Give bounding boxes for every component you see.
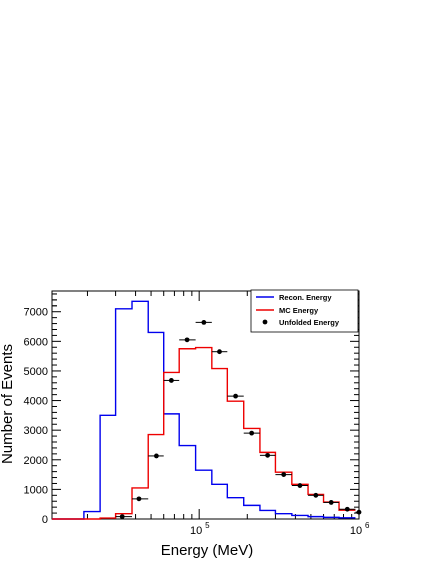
unfolded-point — [281, 472, 287, 477]
legend-swatch-marker — [262, 319, 268, 325]
unfolded-points — [115, 319, 362, 520]
y-axis-ticks: 0 1000 2000 3000 4000 5000 6000 7000 — [24, 293, 359, 526]
unfolded-point — [168, 378, 174, 383]
series-line-mc-energy — [52, 346, 356, 520]
unfolded-point — [356, 509, 362, 515]
unfolded-point — [184, 337, 190, 343]
y-tick-label: 0 — [42, 514, 48, 526]
y-tick-label: 6000 — [24, 336, 48, 348]
unfolded-point — [119, 514, 125, 520]
unfolded-point — [313, 492, 319, 498]
legend-label: MC Energy — [279, 306, 319, 315]
legend-label: Recon. Energy — [279, 293, 332, 302]
x-tick-label-exponent: 5 — [205, 521, 210, 530]
series-line-recon-energy — [52, 300, 356, 520]
x-tick-label: 10 — [350, 525, 362, 537]
unfolded-point — [154, 453, 159, 459]
x-tick-label-exponent: 6 — [365, 521, 370, 530]
y-tick-label: 7000 — [24, 307, 48, 319]
series-layer — [52, 300, 356, 520]
y-tick-label: 3000 — [24, 425, 48, 437]
unfolded-point — [297, 483, 303, 488]
unfolded-point — [233, 393, 238, 399]
legend: Recon. Energy MC Energy Unfolded Energy — [250, 289, 359, 333]
y-axis-label: Number of Events — [0, 344, 16, 464]
y-tick-label: 2000 — [24, 455, 48, 467]
unfolded-point — [328, 500, 334, 505]
legend-label: Unfolded Energy — [279, 318, 340, 327]
x-tick-label: 10 — [190, 525, 202, 537]
y-tick-label: 5000 — [24, 366, 48, 378]
unfolded-point — [217, 349, 222, 355]
unfolded-point — [136, 496, 142, 502]
unfolded-point — [344, 506, 350, 512]
unfolded-point — [201, 319, 207, 325]
plot-frame — [51, 290, 360, 520]
unfolded-point — [249, 430, 255, 436]
unfolded-point — [265, 452, 271, 458]
x-axis-label: Energy (MeV) — [161, 542, 254, 559]
y-tick-label: 1000 — [24, 484, 48, 496]
y-tick-label: 4000 — [24, 396, 48, 408]
